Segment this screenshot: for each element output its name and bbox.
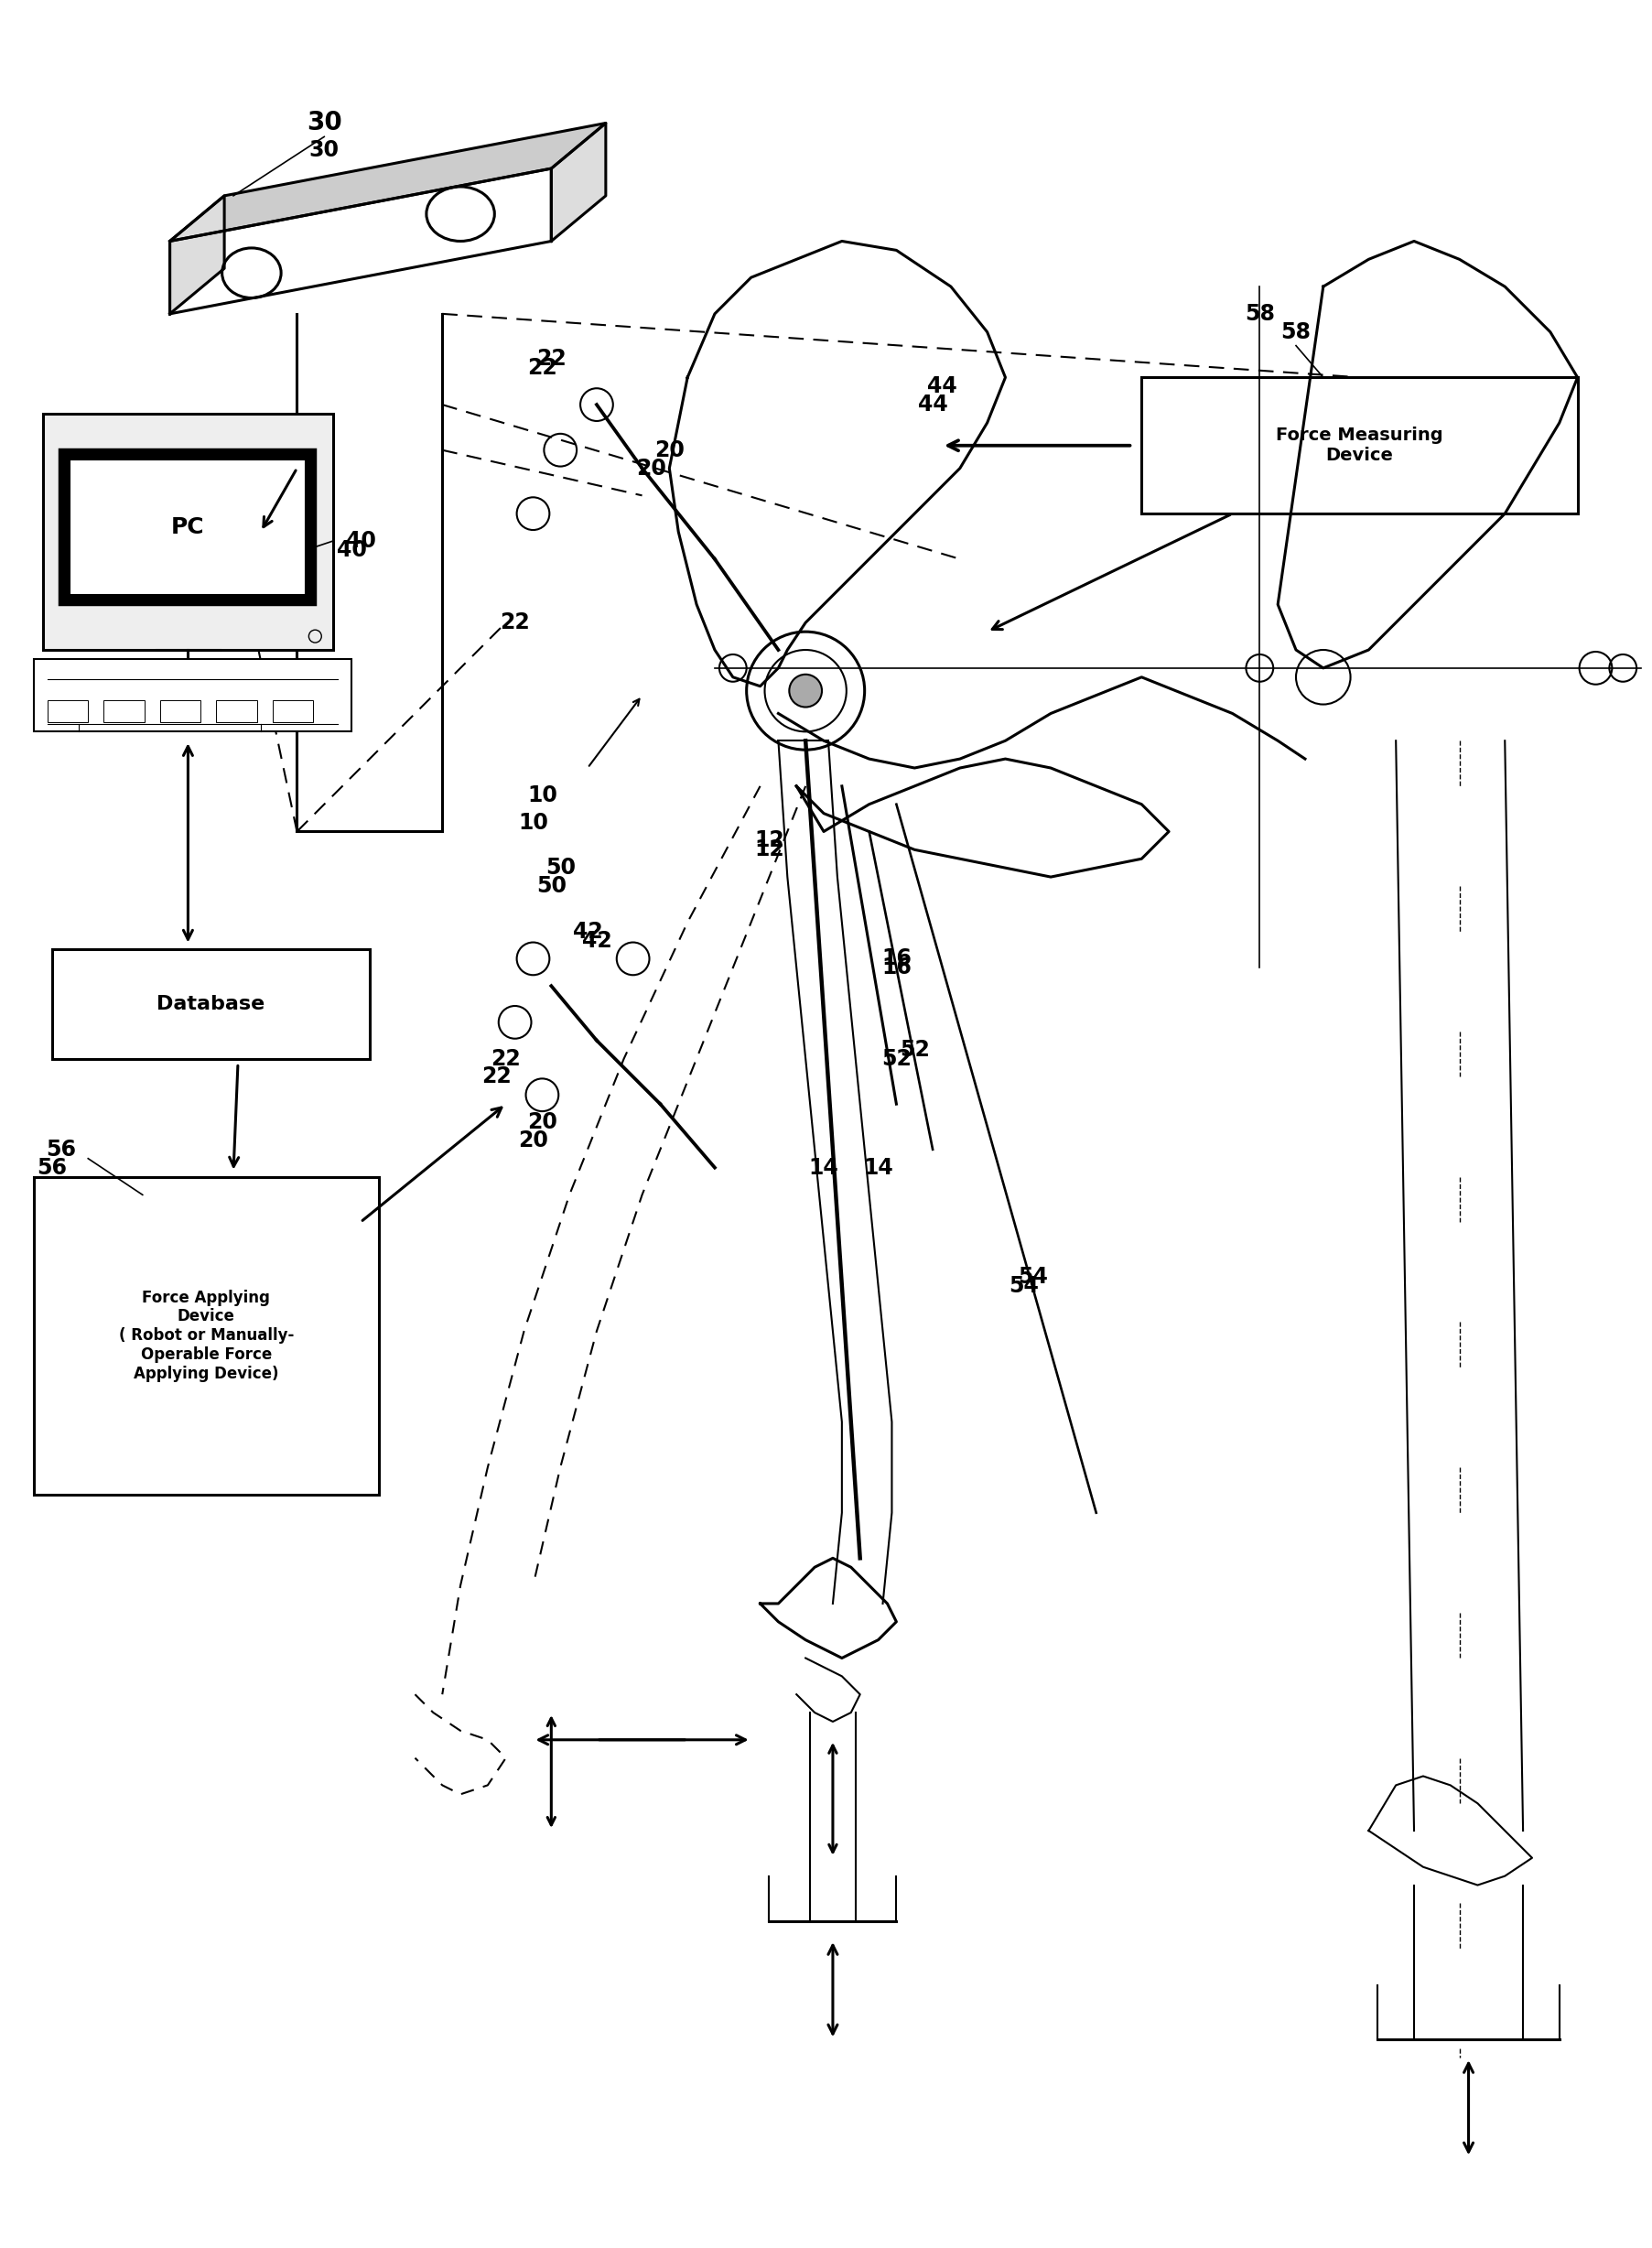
Text: 16: 16 <box>881 958 912 978</box>
Text: 12: 12 <box>755 830 785 852</box>
Text: 22: 22 <box>537 348 567 371</box>
Text: 50: 50 <box>537 874 567 897</box>
Text: 52: 52 <box>881 1048 912 1070</box>
Text: 54: 54 <box>1008 1275 1039 1297</box>
FancyBboxPatch shape <box>1142 378 1578 513</box>
Text: 20: 20 <box>527 1111 557 1133</box>
Text: Force Measuring
Device: Force Measuring Device <box>1275 427 1444 465</box>
FancyBboxPatch shape <box>69 459 306 596</box>
Text: 40: 40 <box>345 531 375 551</box>
Text: 16: 16 <box>881 949 912 969</box>
Text: 56: 56 <box>36 1158 66 1178</box>
Text: 56: 56 <box>46 1137 76 1160</box>
Text: 54: 54 <box>1018 1266 1047 1288</box>
Text: 58: 58 <box>1244 303 1275 324</box>
Text: Database: Database <box>157 996 264 1014</box>
FancyBboxPatch shape <box>33 659 352 731</box>
Text: 14: 14 <box>809 1158 839 1178</box>
Text: 22: 22 <box>527 357 557 380</box>
Polygon shape <box>170 196 225 315</box>
Text: 30: 30 <box>309 139 339 162</box>
FancyBboxPatch shape <box>273 699 314 722</box>
FancyBboxPatch shape <box>33 1176 378 1495</box>
FancyBboxPatch shape <box>48 699 88 722</box>
Text: 50: 50 <box>545 856 575 879</box>
Text: 42: 42 <box>573 919 603 942</box>
Polygon shape <box>552 124 606 241</box>
Text: 20: 20 <box>654 438 684 461</box>
FancyBboxPatch shape <box>43 414 334 650</box>
Text: 10: 10 <box>527 785 557 807</box>
Text: 22: 22 <box>482 1066 512 1088</box>
Text: 10: 10 <box>519 812 548 834</box>
FancyBboxPatch shape <box>61 450 316 605</box>
Text: Force Applying
Device
( Robot or Manually-
Operable Force
Applying Device): Force Applying Device ( Robot or Manuall… <box>119 1290 294 1383</box>
Text: PC: PC <box>172 517 205 537</box>
Text: 22: 22 <box>501 611 530 634</box>
Text: 20: 20 <box>636 456 666 479</box>
Text: 12: 12 <box>755 839 785 861</box>
Text: 22: 22 <box>491 1048 520 1070</box>
Text: 52: 52 <box>899 1039 930 1061</box>
Text: 20: 20 <box>519 1128 548 1151</box>
FancyBboxPatch shape <box>160 699 200 722</box>
FancyBboxPatch shape <box>51 949 370 1059</box>
Text: 44: 44 <box>919 393 948 416</box>
FancyBboxPatch shape <box>104 699 144 722</box>
Text: 58: 58 <box>1280 321 1312 344</box>
Polygon shape <box>170 124 606 241</box>
Text: 30: 30 <box>307 110 342 135</box>
Polygon shape <box>170 169 552 315</box>
Text: 14: 14 <box>864 1158 894 1178</box>
Text: 40: 40 <box>337 540 367 562</box>
FancyBboxPatch shape <box>216 699 258 722</box>
Text: 44: 44 <box>927 375 957 398</box>
Text: 42: 42 <box>582 928 611 951</box>
Circle shape <box>790 674 823 708</box>
